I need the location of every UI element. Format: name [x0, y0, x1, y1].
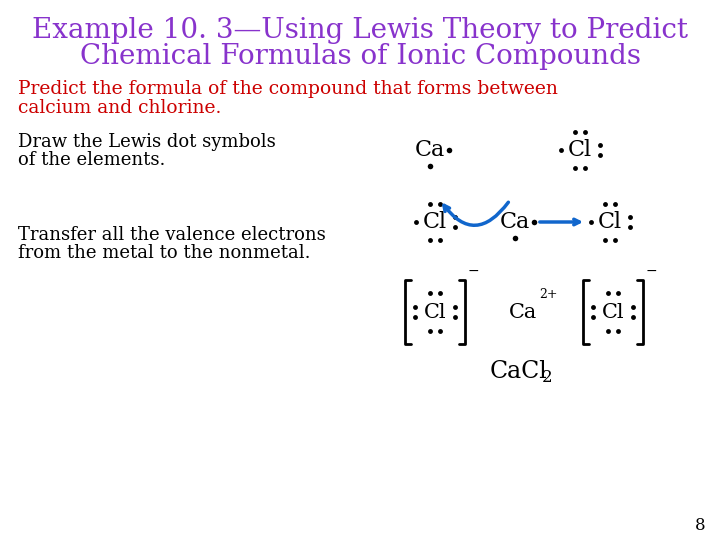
Text: Predict the formula of the compound that forms between: Predict the formula of the compound that…: [18, 80, 558, 98]
Text: Cl: Cl: [602, 302, 624, 321]
Text: Ca: Ca: [509, 302, 537, 321]
Text: Ca: Ca: [415, 139, 445, 161]
Text: Cl: Cl: [423, 211, 447, 233]
Text: Draw the Lewis dot symbols: Draw the Lewis dot symbols: [18, 133, 276, 151]
Text: Ca: Ca: [500, 211, 530, 233]
Text: CaCl: CaCl: [490, 361, 548, 383]
Text: Cl: Cl: [423, 302, 446, 321]
Text: from the metal to the nonmetal.: from the metal to the nonmetal.: [18, 244, 310, 262]
Text: of the elements.: of the elements.: [18, 151, 166, 169]
Text: Transfer all the valence electrons: Transfer all the valence electrons: [18, 226, 325, 244]
Text: −: −: [646, 264, 657, 278]
Text: calcium and chlorine.: calcium and chlorine.: [18, 99, 221, 117]
Text: −: −: [468, 264, 480, 278]
Text: 8: 8: [695, 516, 706, 534]
Text: 2+: 2+: [539, 288, 557, 301]
Text: Example 10. 3—Using Lewis Theory to Predict: Example 10. 3—Using Lewis Theory to Pred…: [32, 17, 688, 44]
Text: Cl: Cl: [598, 211, 622, 233]
Text: 2: 2: [542, 368, 553, 386]
Text: Chemical Formulas of Ionic Compounds: Chemical Formulas of Ionic Compounds: [79, 44, 641, 71]
Text: Cl: Cl: [568, 139, 592, 161]
